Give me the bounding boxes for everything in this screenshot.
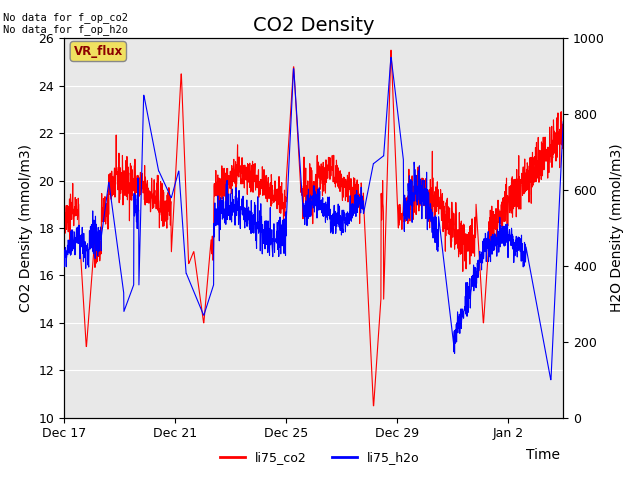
Y-axis label: H2O Density (mmol/m3): H2O Density (mmol/m3) (611, 144, 625, 312)
Text: VR_flux: VR_flux (74, 45, 123, 58)
Text: No data for f_op_co2
No data for f_op_h2o: No data for f_op_co2 No data for f_op_h2… (3, 12, 128, 36)
Y-axis label: CO2 Density (mmol/m3): CO2 Density (mmol/m3) (19, 144, 33, 312)
X-axis label: Time: Time (526, 448, 560, 462)
Legend: li75_co2, li75_h2o: li75_co2, li75_h2o (215, 446, 425, 469)
Title: CO2 Density: CO2 Density (253, 16, 374, 36)
